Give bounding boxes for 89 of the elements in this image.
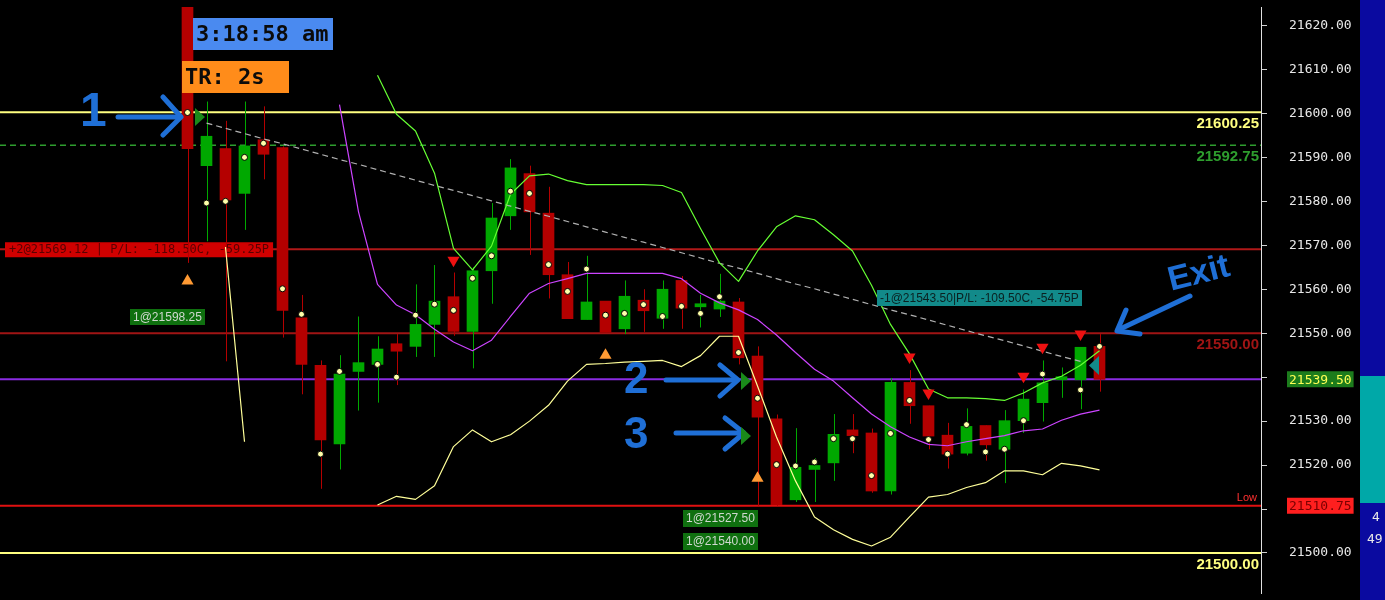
point: [526, 189, 533, 197]
ref-line-label: 21550.00: [1196, 334, 1259, 352]
y-tick-label: 21610.00: [1289, 60, 1352, 76]
point: [298, 310, 305, 318]
y-tick-label: 21570.00: [1289, 236, 1352, 252]
point: [1017, 372, 1030, 384]
point: [678, 302, 685, 310]
point: [545, 261, 552, 269]
point: [602, 311, 609, 319]
text: 4: [1372, 509, 1380, 524]
y-tick-label: 21550.00: [1289, 324, 1352, 340]
point: [735, 349, 742, 357]
point: [241, 153, 248, 161]
point: [754, 394, 761, 402]
point: [716, 293, 723, 301]
y-tick-label: 21520.00: [1289, 456, 1352, 472]
point: [469, 274, 476, 282]
annotation: -1@21543.50|P/L: -109.50C, -54.75P: [877, 290, 1082, 306]
point: [1036, 343, 1049, 355]
point: [963, 421, 970, 429]
point: [317, 450, 324, 458]
annotation: 1@21527.50: [683, 510, 758, 527]
point: [659, 312, 666, 320]
ref-line-label: 21510.75: [1289, 498, 1352, 514]
candlestick: [352, 315, 365, 412]
point: [1020, 417, 1027, 425]
point: [792, 462, 799, 470]
point: [849, 435, 856, 443]
point: [583, 265, 590, 273]
point: [944, 450, 951, 458]
text: 49: [1367, 531, 1383, 546]
point: [431, 300, 438, 308]
point: [982, 448, 989, 456]
annotation: Low: [1236, 491, 1258, 504]
y-tick-label: 21580.00: [1289, 192, 1352, 208]
point: [773, 461, 780, 469]
point: [450, 306, 457, 314]
point: [181, 273, 194, 285]
candlestick: [390, 333, 403, 386]
point: [222, 197, 229, 205]
ref-line-label: 21600.25: [1196, 113, 1259, 131]
point: [488, 252, 495, 260]
point: [1077, 386, 1084, 394]
point: [374, 360, 381, 368]
point: [336, 367, 343, 375]
ref-line-label: 21539.50: [1289, 371, 1352, 387]
point: [925, 436, 932, 444]
candlestick: [808, 457, 821, 503]
y-tick-label: 21620.00: [1289, 16, 1352, 32]
point: [868, 472, 875, 480]
point: [599, 348, 612, 359]
annotation: 3:18:58 am: [193, 18, 333, 50]
candlestick: [409, 283, 422, 358]
candlestick: [694, 294, 707, 328]
point: [906, 396, 913, 404]
ref-line-label: 21500.00: [1196, 554, 1259, 572]
point: [1001, 445, 1008, 453]
point: [447, 256, 460, 268]
point: [279, 285, 286, 293]
y-tick-label: 21500.00: [1289, 544, 1352, 560]
point: [184, 109, 191, 117]
point: [903, 353, 916, 364]
point: [564, 287, 571, 295]
annotation: 3: [624, 408, 649, 457]
y-tick-label: 21530.00: [1289, 412, 1352, 428]
point: [887, 429, 894, 437]
y-tick-label: 21600.00: [1289, 104, 1352, 120]
annotation: 1@21598.25: [130, 309, 205, 325]
point: [621, 309, 628, 317]
point: [507, 187, 514, 195]
y-tick-label: 21560.00: [1289, 280, 1352, 296]
annotation: 1@21540.00: [683, 533, 758, 550]
point: [1039, 370, 1046, 378]
ref-line-label: +2@21569.12 | P/L: -118.50C, -59.25P: [9, 242, 270, 257]
point: [922, 389, 935, 400]
point: [203, 199, 210, 207]
annotation: Exit: [1163, 245, 1234, 298]
ref-line-label: 21592.75: [1196, 146, 1259, 164]
point: [393, 373, 400, 381]
candlestick: [580, 255, 593, 321]
point: [1096, 342, 1103, 350]
point: [751, 471, 764, 482]
point: [697, 309, 704, 317]
annotation: TR: 2s: [182, 61, 289, 93]
y-tick-label: 21590.00: [1289, 148, 1352, 164]
point: [412, 311, 419, 319]
point: [811, 458, 818, 466]
point: [830, 435, 837, 443]
point: [1074, 330, 1087, 342]
